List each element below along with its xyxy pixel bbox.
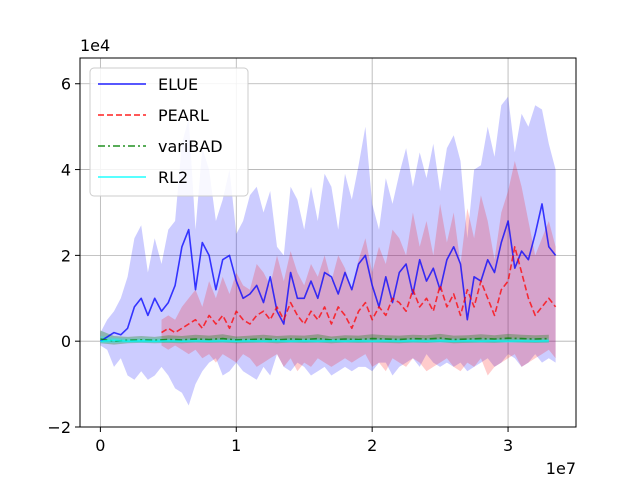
y-tick-label: 2	[61, 246, 71, 265]
elue-line	[99, 203, 557, 342]
legend-label-pearl: PEARL	[158, 106, 209, 125]
legend-label-rl2: RL2	[158, 168, 188, 187]
series-lines	[99, 203, 557, 343]
legend-label-varibad: variBAD	[158, 137, 223, 156]
x-axis-multiplier: 1e7	[546, 459, 576, 478]
y-tick-label: 6	[61, 75, 71, 94]
pearl-line	[161, 246, 557, 334]
elue-band	[100, 96, 556, 406]
x-tick-label: 3	[503, 436, 513, 455]
rl2-line	[100, 339, 549, 343]
y-tick-label: 0	[61, 332, 71, 351]
y-axis: −2 0 2 4 6	[47, 75, 80, 437]
legend-box	[89, 67, 249, 197]
pearl-band	[161, 161, 556, 376]
x-tick-label: 0	[95, 436, 105, 455]
legend: ELUE PEARL variBAD RL2	[89, 67, 249, 197]
y-tick-label: 4	[61, 161, 71, 180]
plot-frame	[79, 57, 577, 428]
legend-label-elue: ELUE	[158, 75, 198, 94]
x-axis: 0 1 2 3	[95, 427, 513, 455]
x-tick-label: 2	[367, 436, 377, 455]
y-tick-label: −2	[47, 418, 71, 437]
y-axis-multiplier: 1e4	[80, 36, 110, 55]
x-tick-label: 1	[231, 436, 241, 455]
